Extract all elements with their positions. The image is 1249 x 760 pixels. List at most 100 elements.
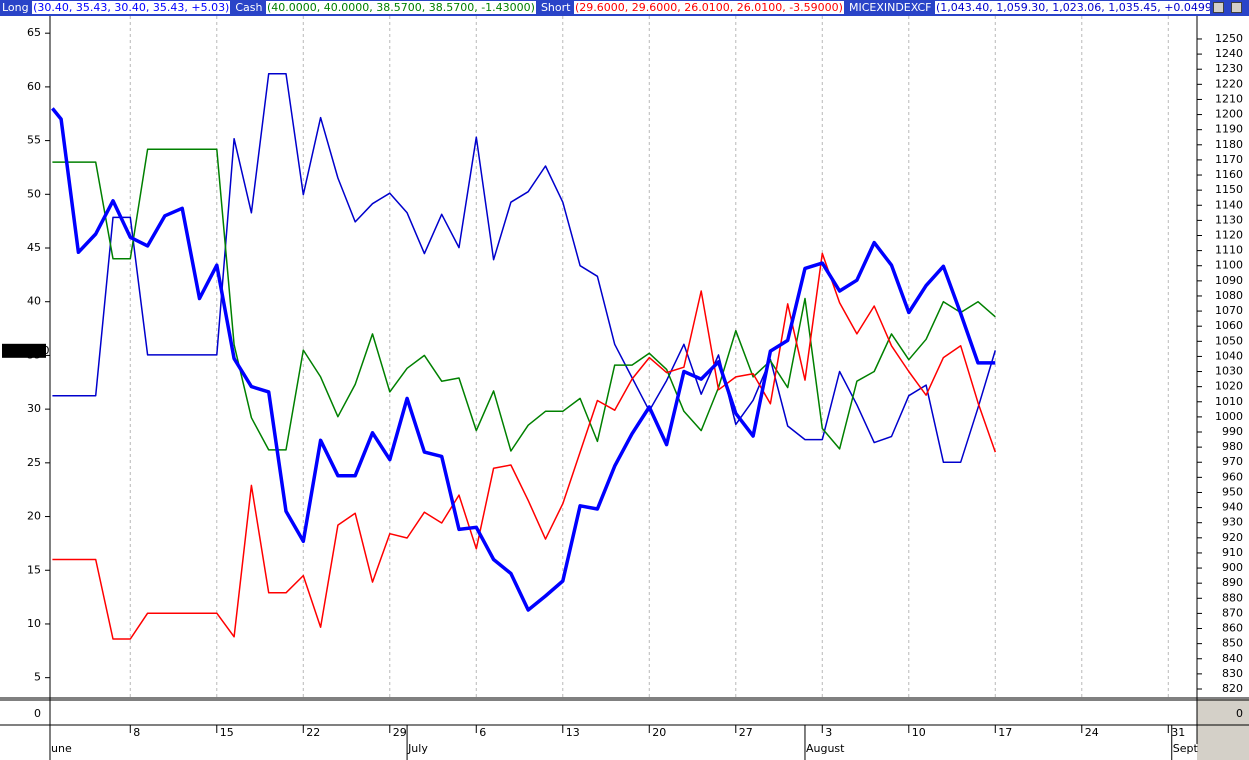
legend-item: Short (29.6000, 29.6000, 26.0100, 26.010… (539, 0, 847, 16)
y-tick-label: 60 (27, 80, 41, 93)
y2-tick-label: 1240 (1215, 47, 1243, 60)
y2-tick-label: 1210 (1215, 92, 1243, 105)
x-tick-label: 22 (306, 726, 320, 739)
y2-tick-label: 940 (1222, 501, 1243, 514)
y2-tick-label: 1250 (1215, 32, 1243, 45)
legend-item: Long (30.40, 35.43, 30.40, 35.43, +5.03) (0, 0, 233, 16)
x-tick-label: 10 (912, 726, 926, 739)
y2-tick-label: 1130 (1215, 213, 1243, 226)
legend: Long (30.40, 35.43, 30.40, 35.43, +5.03)… (0, 0, 1210, 16)
y2-tick-label: 1070 (1215, 304, 1243, 317)
y2-tick-label: 1140 (1215, 198, 1243, 211)
y2-tick-label: 870 (1222, 606, 1243, 619)
y2-tick-label: 910 (1222, 546, 1243, 559)
legend-item: Cash (40.0000, 40.0000, 38.5700, 38.5700… (233, 0, 539, 16)
y2-tick-label: 820 (1222, 682, 1243, 695)
y2-tick-label: 1090 (1215, 274, 1243, 287)
legend-values: (40.0000, 40.0000, 38.5700, 38.5700, -1.… (265, 1, 536, 14)
y2-tick-label: 1080 (1215, 289, 1243, 302)
y2-tick-label: 900 (1222, 561, 1243, 574)
y2-tick-label: 1180 (1215, 138, 1243, 151)
lower-y-tick-label: 0 (34, 707, 41, 720)
series-line (52, 148, 996, 452)
y-tick-label: 45 (27, 241, 41, 254)
y2-tick-label: 990 (1222, 425, 1243, 438)
y-tick-label: 50 (27, 187, 41, 200)
y2-tick-label: 850 (1222, 637, 1243, 650)
y2-tick-label: 1020 (1215, 380, 1243, 393)
y2-tick-label: 880 (1222, 591, 1243, 604)
y2-tick-label: 1050 (1215, 334, 1243, 347)
month-label: July (407, 742, 428, 755)
legend-name: MICEXINDEXCF (848, 1, 932, 14)
legend-name: Short (540, 1, 571, 14)
y2-tick-label: 1010 (1215, 395, 1243, 408)
last-value-box (2, 343, 46, 358)
y2-tick-label: 980 (1222, 440, 1243, 453)
month-label: une (51, 742, 72, 755)
y2-tick-label: 1200 (1215, 108, 1243, 121)
restore-button[interactable] (1213, 2, 1224, 13)
y2-tick-label: 1220 (1215, 77, 1243, 90)
legend-name: Cash (235, 1, 263, 14)
y2-tick-label: 1030 (1215, 365, 1243, 378)
series-line (51, 107, 996, 612)
legend-values: (1,043.40, 1,059.30, 1,023.06, 1,035.45,… (935, 1, 1210, 14)
y-tick-label: 30 (27, 402, 41, 415)
lower-y2-tick-label: 0 (1236, 707, 1243, 720)
chart: 5101520253035404550556065820830840850860… (0, 16, 1249, 760)
x-tick-label: 17 (998, 726, 1012, 739)
y2-tick-label: 830 (1222, 667, 1243, 680)
y2-tick-label: 920 (1222, 531, 1243, 544)
x-tick-label: 31 (1171, 726, 1185, 739)
x-tick-label: 8 (133, 726, 140, 739)
x-tick-label: 24 (1085, 726, 1099, 739)
y2-tick-label: 1150 (1215, 183, 1243, 196)
x-tick-label: 20 (652, 726, 666, 739)
x-tick-label: 15 (220, 726, 234, 739)
legend-name: Long (2, 1, 29, 14)
month-label: Sept (1173, 742, 1199, 755)
header-bar: Long (30.40, 35.43, 30.40, 35.43, +5.03)… (0, 0, 1249, 16)
month-label: August (806, 742, 845, 755)
y-tick-label: 40 (27, 295, 41, 308)
series-line (52, 252, 997, 640)
y2-tick-label: 1060 (1215, 319, 1243, 332)
y2-tick-label: 840 (1222, 652, 1243, 665)
y2-tick-label: 1120 (1215, 228, 1243, 241)
y2-tick-label: 950 (1222, 485, 1243, 498)
y2-tick-label: 1160 (1215, 168, 1243, 181)
y-tick-label: 65 (27, 26, 41, 39)
y2-tick-label: 970 (1222, 455, 1243, 468)
y2-tick-label: 1100 (1215, 259, 1243, 272)
corner-fill (1197, 699, 1249, 760)
y2-tick-label: 930 (1222, 516, 1243, 529)
y2-tick-label: 1110 (1215, 244, 1243, 257)
last-value-label: 35.4300 (4, 344, 50, 357)
y2-tick-label: 1230 (1215, 62, 1243, 75)
y-tick-label: 10 (27, 617, 41, 630)
y2-tick-label: 890 (1222, 576, 1243, 589)
y2-tick-label: 1000 (1215, 410, 1243, 423)
x-tick-label: 27 (739, 726, 753, 739)
y2-tick-label: 960 (1222, 470, 1243, 483)
legend-item: MICEXINDEXCF (1,043.40, 1,059.30, 1,023.… (847, 0, 1210, 16)
y-tick-label: 15 (27, 563, 41, 576)
y-tick-label: 25 (27, 456, 41, 469)
legend-values: (30.40, 35.43, 30.40, 35.43, +5.03) (32, 1, 231, 14)
y-tick-label: 20 (27, 510, 41, 523)
close-button[interactable] (1231, 2, 1242, 13)
y-tick-label: 5 (34, 671, 41, 684)
x-tick-label: 3 (825, 726, 832, 739)
series-line (52, 72, 997, 463)
x-tick-label: 13 (566, 726, 580, 739)
x-tick-label: 6 (479, 726, 486, 739)
y2-tick-label: 1170 (1215, 153, 1243, 166)
legend-values: (29.6000, 29.6000, 26.0100, 26.0100, -3.… (573, 1, 844, 14)
y2-tick-label: 1040 (1215, 349, 1243, 362)
x-tick-label: 29 (393, 726, 407, 739)
y2-tick-label: 860 (1222, 622, 1243, 635)
y-tick-label: 55 (27, 134, 41, 147)
y2-tick-label: 1190 (1215, 123, 1243, 136)
